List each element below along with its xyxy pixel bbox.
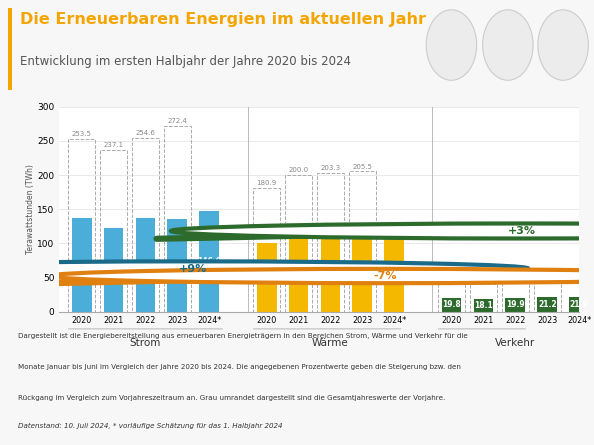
Text: +9%: +9% — [179, 263, 207, 274]
Bar — [502, 283, 529, 312]
Text: 200.0: 200.0 — [289, 167, 309, 173]
Bar — [538, 297, 557, 311]
Ellipse shape — [482, 10, 533, 80]
Text: 21.9: 21.9 — [570, 299, 589, 308]
Text: 21.2: 21.2 — [538, 300, 557, 309]
Text: 19.9: 19.9 — [506, 300, 525, 309]
Bar — [534, 282, 561, 312]
Text: 39.8: 39.8 — [476, 277, 491, 283]
Text: +3%: +3% — [508, 226, 536, 236]
Text: 146.6: 146.6 — [197, 257, 221, 266]
Text: 19.8: 19.8 — [442, 300, 461, 309]
Bar — [317, 173, 344, 312]
Text: 100.6: 100.6 — [255, 273, 279, 282]
Text: 203.3: 203.3 — [320, 165, 340, 171]
Text: Dargestellt ist die Energiebereitstellung aus erneuerbaren Energieträgern in den: Dargestellt ist die Energiebereitstellun… — [18, 333, 467, 339]
Bar — [253, 188, 280, 312]
Bar — [473, 299, 494, 312]
Bar — [168, 219, 187, 312]
Bar — [200, 211, 219, 312]
Bar — [104, 228, 124, 312]
Bar — [100, 150, 127, 312]
Bar — [72, 218, 91, 312]
Text: 41.2: 41.2 — [508, 276, 523, 282]
Text: 254.6: 254.6 — [135, 130, 156, 136]
Text: 18.1: 18.1 — [474, 301, 493, 310]
Text: Wärme: Wärme — [312, 338, 349, 348]
Bar — [257, 243, 277, 312]
Bar — [352, 230, 372, 312]
Text: Die Erneuerbaren Energien im aktuellen Jahr: Die Erneuerbaren Energien im aktuellen J… — [20, 12, 426, 27]
Bar — [132, 138, 159, 312]
Text: 135.0: 135.0 — [166, 261, 189, 270]
Text: 122.2: 122.2 — [102, 265, 125, 274]
Text: 253.5: 253.5 — [72, 131, 91, 137]
Text: 113.8: 113.8 — [318, 268, 342, 277]
Circle shape — [50, 269, 594, 283]
Text: Monate Januar bis Juni im Vergleich der Jahre 2020 bis 2024. Die angegebenen Pro: Monate Januar bis Juni im Vergleich der … — [18, 364, 460, 370]
Circle shape — [171, 223, 594, 239]
Bar — [505, 298, 525, 312]
Bar — [135, 218, 156, 312]
Bar — [68, 138, 95, 312]
Bar — [438, 281, 465, 312]
Bar — [569, 296, 589, 311]
Text: 44.3: 44.3 — [444, 274, 459, 279]
Text: 137.6: 137.6 — [134, 260, 157, 269]
Text: Strom: Strom — [130, 338, 161, 348]
Bar — [384, 235, 404, 312]
Bar — [285, 175, 312, 312]
Bar — [8, 8, 12, 90]
Text: Verkehr: Verkehr — [495, 338, 536, 348]
Circle shape — [0, 261, 528, 275]
Text: -7%: -7% — [373, 271, 396, 281]
Text: 137.7: 137.7 — [69, 260, 94, 269]
Bar — [321, 234, 340, 312]
Bar — [442, 298, 462, 312]
Text: 237.1: 237.1 — [103, 142, 124, 148]
Text: 119.5: 119.5 — [350, 266, 374, 275]
Text: Entwicklung im ersten Halbjahr der Jahre 2020 bis 2024: Entwicklung im ersten Halbjahr der Jahre… — [20, 55, 350, 68]
Text: 43.2: 43.2 — [539, 274, 555, 280]
Text: 180.9: 180.9 — [257, 180, 277, 186]
Text: 272.4: 272.4 — [168, 118, 187, 124]
Ellipse shape — [426, 10, 476, 80]
Text: 111.3: 111.3 — [383, 269, 406, 278]
Text: Datenstand: 10. Juli 2024, * vorläufige Schätzung für das 1. Halbjahr 2024: Datenstand: 10. Juli 2024, * vorläufige … — [18, 423, 282, 429]
Bar — [289, 233, 308, 312]
Bar — [470, 284, 497, 312]
Text: Rückgang im Vergleich zum Vorjahreszeitraum an. Grau umrandet dargestellt sind d: Rückgang im Vergleich zum Vorjahreszeitr… — [18, 395, 445, 401]
Text: 115.1: 115.1 — [287, 268, 311, 277]
Bar — [164, 125, 191, 312]
Bar — [349, 171, 376, 312]
Ellipse shape — [538, 10, 588, 80]
Text: 205.5: 205.5 — [352, 164, 372, 170]
Y-axis label: Terawattstunden (TWh): Terawattstunden (TWh) — [26, 164, 34, 254]
